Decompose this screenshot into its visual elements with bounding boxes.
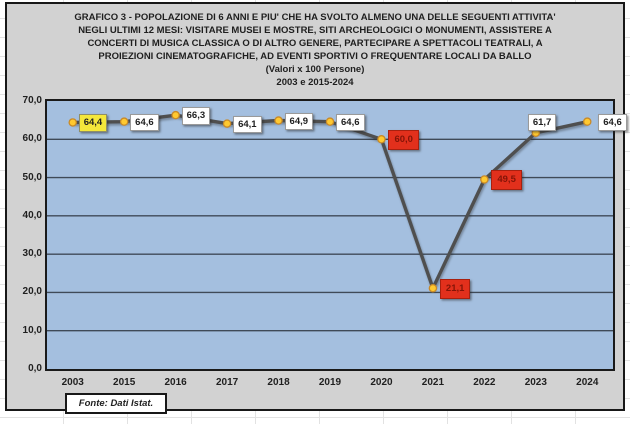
data-point-label: 21,1 [439,279,471,299]
x-axis-tick-label: 2023 [524,377,547,388]
y-axis-tick-label: 20,0 [22,286,42,298]
data-point-label: 49,5 [491,170,522,190]
y-axis-tick-label: 40,0 [22,209,42,221]
x-axis-tick-label: 2015 [113,377,136,388]
data-point-label: 64,4 [78,114,108,132]
source-note-label: Fonte: Dati Istat. [78,398,154,409]
x-axis-tick-label: 2020 [370,377,393,388]
data-point-marker [171,110,180,120]
y-axis-tick-label: 30,0 [22,248,42,260]
data-point-marker [480,175,489,184]
y-axis-tick-label: 10,0 [22,324,42,336]
data-point-label: 64,6 [130,113,159,132]
x-axis-tick-label: 2022 [473,377,496,388]
data-point-label: 64,6 [598,113,627,132]
line-chart-canvas [47,110,613,332]
x-axis-tick-label: 2024 [576,377,599,388]
data-point-marker [274,116,283,125]
chart-object[interactable]: GRAFICO 3 - POPOLAZIONE DI 6 ANNI E PIU'… [5,2,627,414]
data-point-label: 64,1 [233,115,262,134]
data-point-label: 64,6 [336,113,365,132]
data-point-marker [325,117,335,126]
y-axis-tick-label: 60,0 [22,133,42,145]
x-axis-tick-label: 2017 [215,377,239,388]
x-axis-tick-label: 2021 [421,377,445,388]
source-note: Fonte: Dati Istat. [65,393,167,414]
data-point-label: 66,3 [181,107,211,125]
data-point-marker [222,119,232,128]
x-axis-tick-label: 2016 [164,377,187,388]
chart-title-line: (Valori x 100 Persone) [265,64,365,75]
x-axis-tick-label: 2019 [318,377,342,388]
y-axis-tick-label: 70,0 [22,95,42,106]
data-point-label: 64,9 [284,112,314,131]
data-point-marker [583,117,592,126]
chart-title-line: 2003 e 2015-2024 [276,77,354,88]
y-axis-tick-label: 0,0 [28,363,42,374]
data-point-marker [377,135,386,144]
chart-title: GRAFICO 3 - POPOLAZIONE DI 6 ANNI E PIU'… [21,11,609,89]
data-point-label: 61,7 [527,113,557,132]
y-axis-tick-label: 50,0 [22,171,42,183]
chart-title-line: CONCERTI DI MUSICA CLASSICA O DI ALTRO G… [87,38,543,49]
data-point-marker [68,118,77,127]
chart-title-line: PROIEZIONI CINEMATOGRAFICHE, AD EVENTI S… [98,51,532,62]
x-axis-tick-label: 2018 [267,377,290,388]
x-axis-tick-label: 2003 [61,377,84,388]
data-point-marker [119,117,129,126]
chart-title-line: GRAFICO 3 - POPOLAZIONE DI 6 ANNI E PIU'… [74,12,556,23]
chart-title-line: NEGLI ULTIMI 12 MESI: VISITARE MUSEI E M… [78,25,552,36]
data-series-line [72,113,588,290]
data-point-label: 60,0 [388,130,419,150]
data-point-marker [428,283,438,293]
plot-area[interactable] [45,99,615,371]
